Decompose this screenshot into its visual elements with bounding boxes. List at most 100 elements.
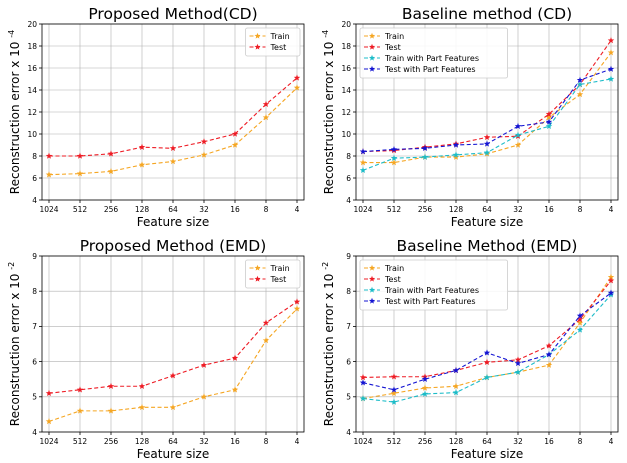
x-tick-label: 32 [513,205,523,214]
y-tick-label: 8 [32,152,37,161]
data-point [293,84,301,91]
y-tick-label: 10 [341,130,351,139]
legend-label: Train [270,32,290,41]
y-tick-label: 18 [27,42,37,51]
legend-marker [254,275,261,282]
y-tick-label: 6 [346,174,351,183]
x-tick-label: 8 [264,205,269,214]
x-tick-label: 8 [578,205,583,214]
series-3 [359,65,615,155]
legend-marker [368,275,376,282]
x-tick-label: 64 [168,205,178,214]
y-tick-label: 4 [346,428,351,437]
data-point [138,403,146,411]
data-point [421,153,429,160]
legend: Train Test Train with Part Features Test wi… [359,259,509,311]
data-point [483,349,491,356]
chart-title: Baseline Method (EMD) [397,237,578,255]
x-axis-label: Feature size [137,447,209,461]
x-tick-label: 512 [387,205,402,214]
data-point [76,170,84,177]
data-point [76,386,84,393]
y-tick-label: 4 [346,196,351,205]
y-tick-label: 8 [32,287,37,296]
legend-label: Test with Part Features [384,297,476,306]
data-point [545,110,553,117]
data-point [607,49,615,56]
x-tick-label: 32 [199,437,209,446]
data-point [45,389,53,397]
data-point [293,298,301,305]
y-axis-label-exponent: -2 [321,262,330,270]
series-1 [45,298,301,397]
legend: Train Test [245,259,301,289]
x-tick-label: 4 [609,205,614,214]
y-tick-label: 5 [32,393,37,402]
data-point [359,166,367,174]
series-2 [359,75,615,174]
x-tick-label: 16 [544,437,554,446]
data-point [76,152,84,159]
x-tick-label: 4 [295,205,300,214]
y-tick-label: 7 [346,322,351,331]
data-point [359,374,367,381]
x-tick-label: 128 [135,437,150,446]
x-tick-label: 8 [578,437,583,446]
x-tick-label: 512 [73,205,88,214]
x-tick-label: 32 [513,437,523,446]
data-point [483,358,491,366]
data-point [390,389,398,397]
y-tick-label: 12 [27,108,37,117]
y-axis-label: Reconstruction error x 10 -2 [7,262,22,426]
legend-marker [254,264,261,271]
data-point [138,143,146,150]
data-point [359,395,367,402]
data-point [576,319,584,326]
x-tick-label: 4 [295,437,300,446]
legend: Train Test Train with Part Features Test wi… [359,27,509,79]
chart-panel-proposed-emd: Proposed Method (EMD) 1024 512 256 128 64 32 16… [0,232,313,463]
data-point [607,273,615,280]
legend-marker [368,43,376,50]
x-tick-label: 1024 [353,205,372,214]
x-tick-label: 512 [387,437,402,446]
data-point [514,368,522,375]
x-tick-label: 256 [104,437,119,446]
data-point [231,130,239,137]
data-point [231,354,239,361]
series-1 [45,74,301,159]
chart-title: Proposed Method (EMD) [80,237,267,255]
legend-box [359,27,509,79]
data-point [483,374,491,381]
legend-label: Train [270,264,290,273]
data-point [359,159,367,166]
data-point [514,122,522,130]
data-point [231,141,239,148]
x-tick-label: 64 [482,205,492,214]
data-point [607,277,615,284]
x-tick-label: 4 [609,437,614,446]
x-tick-label: 8 [264,437,269,446]
y-tick-label: 16 [27,64,37,73]
data-point [45,418,53,425]
x-axis-label: Feature size [137,215,209,229]
y-tick-label: 10 [27,130,37,139]
data-point [390,373,398,380]
y-tick-label: 6 [32,174,37,183]
data-point [359,379,367,386]
data-point [576,326,584,333]
data-point [483,133,491,141]
data-point [138,161,146,168]
data-point [576,315,584,323]
data-point [200,361,208,368]
data-point [514,359,522,367]
legend-label: Test [270,43,287,52]
chart-svg: Baseline method (CD)1024 512 256 128 64 32 16 8… [321,5,619,229]
y-tick-label: 12 [341,108,351,117]
y-tick-label: 20 [27,20,37,29]
chart-svg: Proposed Method(CD)1024 512 256 128 64 32 16 8 4… [7,5,305,229]
chart-panel-proposed-cd: Proposed Method(CD) 1024 512 256 128 64 32 16 8 4… [0,0,313,231]
data-point [200,151,208,158]
y-axis-label-exponent: -4 [7,30,16,38]
data-point [200,393,208,400]
